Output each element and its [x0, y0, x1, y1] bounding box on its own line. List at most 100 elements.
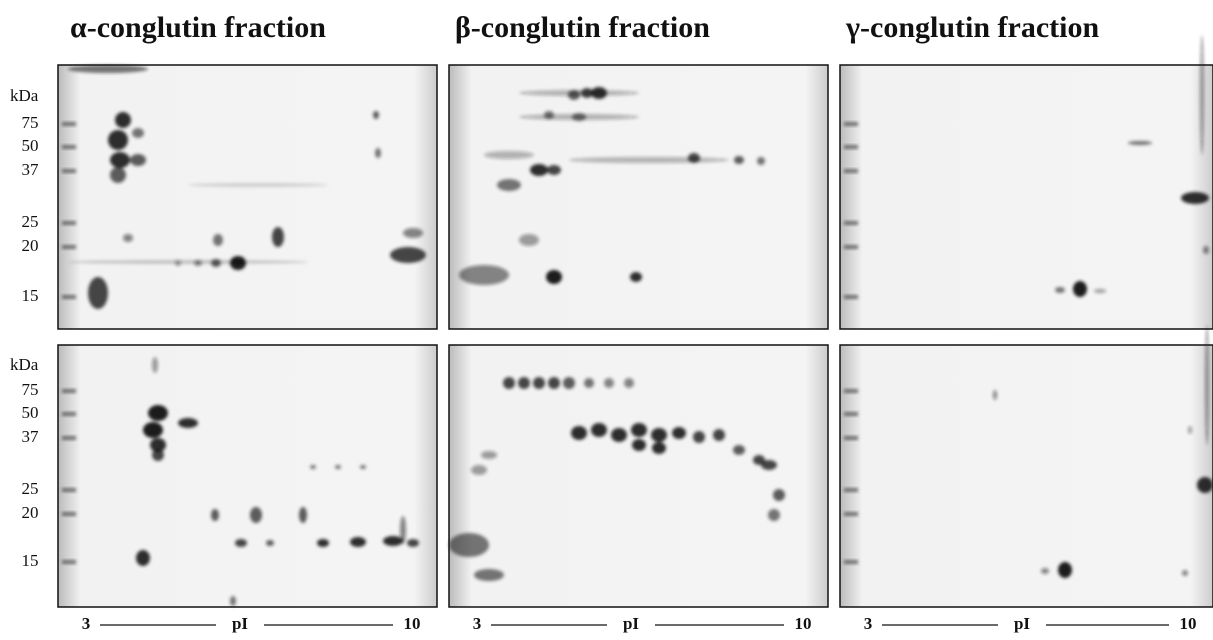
gel-background: [448, 64, 829, 330]
gel-spot: [471, 465, 487, 475]
gel-spot: [310, 465, 316, 469]
gel-spot: [130, 154, 146, 166]
marker-band: [844, 436, 858, 440]
pi-end: 10: [1180, 614, 1197, 633]
marker-band: [844, 512, 858, 516]
gel-spot: [1181, 192, 1209, 204]
mw-unit: kDa: [10, 355, 39, 374]
pi-end: 10: [404, 614, 421, 633]
gel-spot: [1203, 246, 1209, 254]
gel-spot: [459, 265, 509, 285]
gel-spot: [631, 423, 647, 437]
gel-spot: [1188, 426, 1192, 434]
marker-band: [844, 122, 858, 126]
marker-band: [62, 436, 76, 440]
gel-spot: [213, 234, 223, 246]
gel-spot: [497, 179, 521, 191]
gel-spot: [533, 377, 545, 389]
gel-spot: [624, 378, 634, 388]
marker-band: [62, 122, 76, 126]
gel-spot: [484, 151, 534, 159]
panel-title: β-conglutin fraction: [455, 11, 710, 44]
mw-marker: 37: [22, 427, 40, 446]
gel-spot: [400, 516, 406, 544]
mw-marker: 20: [22, 236, 39, 255]
gel-spot: [1055, 287, 1065, 293]
gel-spot: [136, 550, 150, 566]
pi-end: 10: [795, 614, 812, 633]
gel-spot: [474, 569, 504, 581]
gel-spot: [449, 533, 489, 557]
marker-band: [844, 488, 858, 492]
pi-start: 3: [864, 614, 873, 633]
gel-spot: [548, 377, 560, 389]
marker-band: [844, 389, 858, 393]
gel-spot: [148, 405, 168, 421]
gel-spot: [672, 427, 686, 439]
gel-spot: [630, 272, 642, 282]
marker-band: [844, 169, 858, 173]
gel-spots: [136, 357, 419, 606]
marker-band: [62, 389, 76, 393]
gel-spot: [768, 509, 780, 521]
gel-spot: [519, 234, 539, 246]
gel-spot: [1197, 477, 1213, 493]
marker-band: [844, 412, 858, 416]
gel-spots: [459, 87, 765, 285]
gel-spot: [651, 428, 667, 442]
marker-band: [62, 512, 76, 516]
gel-spot: [604, 378, 614, 388]
panel-title: γ-conglutin fraction: [845, 11, 1099, 44]
panel-title: α-conglutin fraction: [70, 11, 326, 44]
gel-spot: [335, 465, 341, 469]
gel-background: [448, 344, 829, 608]
marker-band: [62, 412, 76, 416]
gel-spot: [546, 270, 562, 284]
mw-marker: 15: [22, 551, 39, 570]
gel-spot: [230, 596, 236, 606]
gel-spot: [403, 228, 423, 238]
gel-spot: [150, 438, 166, 452]
gel-spot: [123, 234, 133, 242]
marker-band: [844, 145, 858, 149]
gel-spot: [519, 90, 639, 96]
marker-band: [62, 560, 76, 564]
gel-background: [839, 344, 1213, 608]
gel-background: [57, 64, 438, 330]
gel-spot: [407, 539, 419, 547]
pi-start: 3: [82, 614, 91, 633]
mw-marker: 37: [22, 160, 40, 179]
marker-band: [844, 221, 858, 225]
gel-spot: [1058, 562, 1072, 578]
gel-spots: [449, 377, 785, 581]
gel-spot: [68, 260, 308, 264]
gel-spot: [693, 431, 705, 443]
gel-spot: [1128, 141, 1152, 145]
marker-band: [844, 295, 858, 299]
gel-spot: [383, 536, 403, 546]
gel-spot: [317, 539, 329, 547]
gel-spot: [1073, 281, 1087, 297]
gel-spot: [360, 465, 366, 469]
gel-background: [839, 64, 1213, 330]
gel-spot: [591, 423, 607, 437]
gel-spot: [1200, 35, 1204, 155]
gel-spot: [733, 445, 745, 455]
gel-spot: [571, 426, 587, 440]
gel-spot: [110, 167, 126, 183]
mw-marker: 25: [22, 479, 39, 498]
gel-spot: [1182, 570, 1188, 576]
gel-spot: [611, 428, 627, 442]
gel-panel: [448, 64, 829, 330]
gel-spots: [68, 65, 426, 309]
marker-band: [62, 295, 76, 299]
marker-band: [62, 245, 76, 249]
pi-label: pI: [1014, 614, 1030, 633]
gel-spots: [993, 325, 1213, 578]
gel-spot: [235, 539, 247, 547]
gel-spot: [713, 429, 725, 441]
gel-spot: [753, 455, 765, 465]
gel-spot: [757, 157, 765, 165]
gel-spot: [266, 540, 274, 546]
gel-spot: [518, 377, 530, 389]
